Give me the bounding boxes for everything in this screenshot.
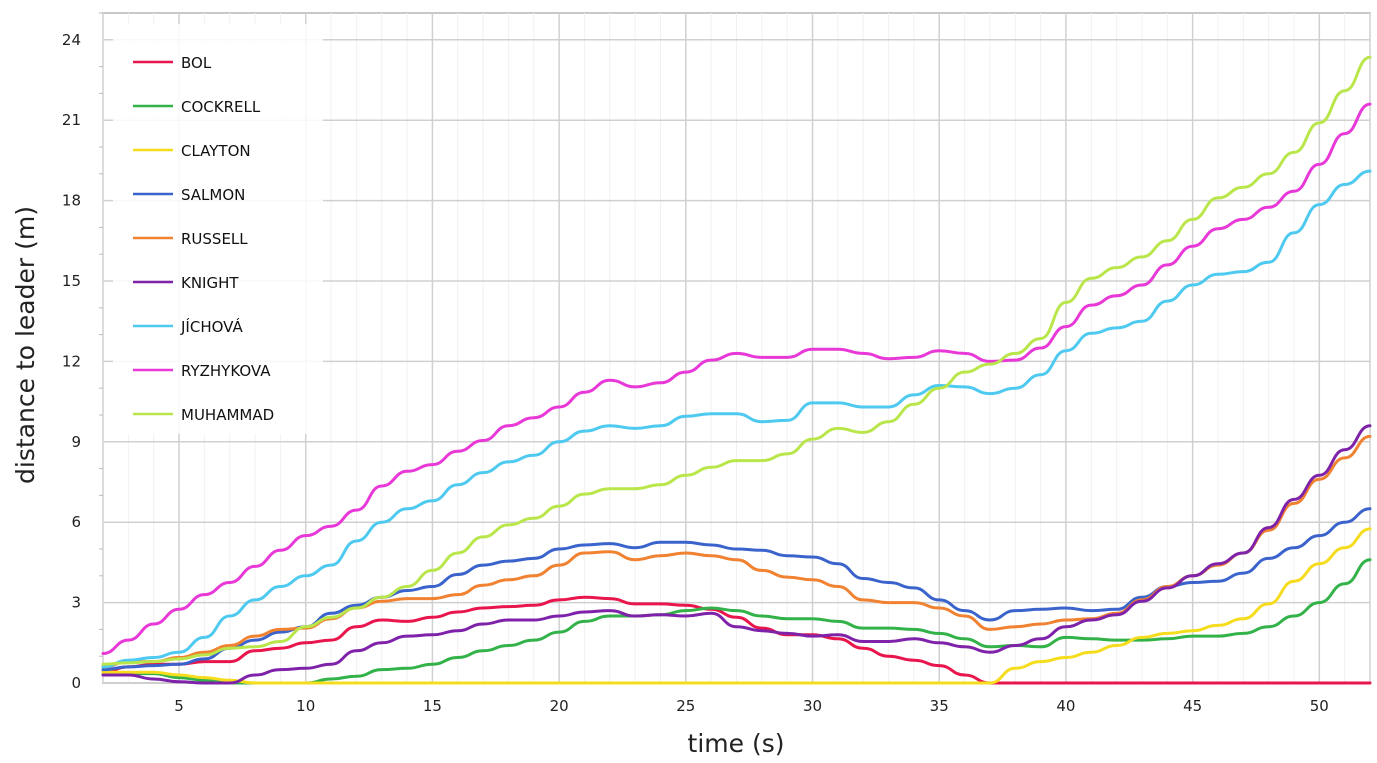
x-tick-label: 35 bbox=[930, 697, 949, 715]
legend-label-bol: BOL bbox=[181, 54, 212, 72]
y-tick-label: 15 bbox=[62, 272, 81, 290]
series-group bbox=[101, 55, 1372, 685]
x-tick-label: 45 bbox=[1183, 697, 1202, 715]
y-tick-label: 12 bbox=[62, 352, 81, 370]
x-tick-label: 10 bbox=[296, 697, 315, 715]
legend-label-ryzhykova: RYZHYKOVA bbox=[181, 362, 271, 380]
legend: BOL COCKRELL CLAYTON SALMON RUSSELL KNIGHT JÍC… bbox=[113, 24, 323, 434]
y-tick-label: 18 bbox=[62, 192, 81, 210]
x-tick-label: 50 bbox=[1310, 697, 1329, 715]
series-line-bol bbox=[101, 595, 1372, 685]
x-tick-label: 15 bbox=[423, 697, 442, 715]
x-tick-label: 25 bbox=[676, 697, 695, 715]
x-tick-label: 30 bbox=[803, 697, 822, 715]
legend-label-clayton: CLAYTON bbox=[181, 142, 251, 160]
legend-label-russell: RUSSELL bbox=[181, 230, 248, 248]
series-line-knight bbox=[101, 424, 1372, 685]
y-tick-label: 6 bbox=[71, 513, 81, 531]
series-line-clayton bbox=[101, 527, 1372, 685]
legend-label-knight: KNIGHT bbox=[181, 274, 239, 292]
legend-label-jichova: JÍCHOVÁ bbox=[180, 317, 243, 336]
x-tick-label: 40 bbox=[1056, 697, 1075, 715]
x-axis-title: time (s) bbox=[688, 729, 785, 758]
x-tick-label: 5 bbox=[174, 697, 184, 715]
y-tick-label: 0 bbox=[71, 674, 81, 692]
legend-label-muhammad: MUHAMMAD bbox=[181, 406, 274, 424]
legend-label-salmon: SALMON bbox=[181, 186, 245, 204]
y-axis-title: distance to leader (m) bbox=[11, 206, 40, 484]
legend-background bbox=[113, 24, 323, 434]
series-line-muhammad bbox=[101, 55, 1372, 666]
y-tick-label: 9 bbox=[71, 433, 81, 451]
series-line-jichova bbox=[101, 169, 1372, 669]
x-tick-label: 20 bbox=[550, 697, 569, 715]
y-tick-label: 3 bbox=[71, 594, 81, 612]
series-line-ryzhykova bbox=[101, 102, 1372, 655]
y-tick-label: 21 bbox=[62, 111, 81, 129]
legend-label-cockrell: COCKRELL bbox=[181, 98, 261, 116]
axis-ticks: 5 10 15 20 25 30 35 40 45 50 0 3 6 9 12 15 18 21 24 bbox=[62, 12, 1329, 715]
y-tick-label: 24 bbox=[62, 31, 81, 49]
